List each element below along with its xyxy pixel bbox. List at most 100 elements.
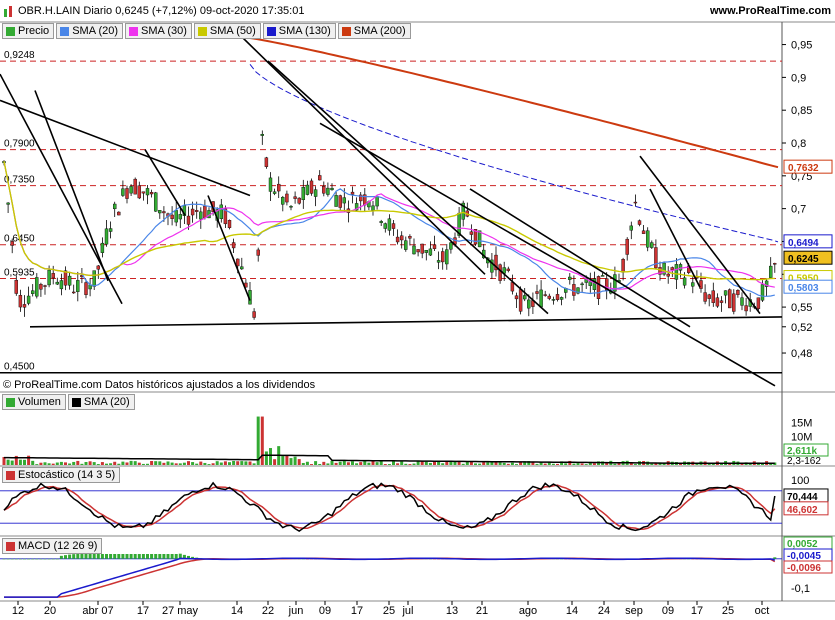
volume-bar bbox=[174, 463, 178, 465]
macd-histogram-bar bbox=[2, 558, 6, 560]
macd-tag-label: 0,0052 bbox=[787, 539, 818, 550]
volume-bar bbox=[141, 463, 145, 465]
candle-body bbox=[309, 180, 314, 194]
volume-bar bbox=[433, 461, 436, 465]
volume-bar bbox=[396, 463, 400, 465]
volume-bar bbox=[404, 463, 408, 465]
candle-body bbox=[322, 186, 326, 194]
volume-bar bbox=[133, 461, 137, 465]
candle-body bbox=[277, 183, 281, 192]
macd-tag-label: -0,0096 bbox=[787, 563, 821, 574]
volume-bar bbox=[510, 462, 514, 465]
candle-body bbox=[170, 214, 174, 219]
candle-body bbox=[670, 267, 674, 271]
legend-label: SMA (130) bbox=[278, 25, 331, 37]
candle-body bbox=[547, 295, 551, 299]
volume-bar bbox=[371, 460, 375, 465]
volume-bar bbox=[416, 461, 420, 465]
volume-bar bbox=[64, 462, 67, 465]
legend-swatch bbox=[341, 26, 351, 36]
stochastic-tag-label: 46,602 bbox=[787, 505, 818, 516]
candle-body bbox=[359, 194, 363, 202]
volume-bar bbox=[35, 464, 39, 465]
volume-bar bbox=[486, 462, 490, 465]
candle-body bbox=[231, 242, 236, 249]
volume-bar bbox=[728, 463, 732, 465]
trend-line bbox=[34, 90, 109, 282]
candle-body bbox=[190, 208, 195, 216]
candle-body bbox=[543, 294, 547, 296]
macd-histogram-bar bbox=[47, 558, 51, 560]
level-label: 0,4500 bbox=[4, 362, 35, 373]
y-tick-label: 0,9 bbox=[791, 72, 806, 84]
candle-body bbox=[203, 206, 207, 219]
volume-bar bbox=[547, 462, 551, 465]
candle-body bbox=[404, 240, 408, 250]
price-tag-label: 0,5950 bbox=[788, 274, 819, 285]
volume-bar bbox=[543, 463, 547, 465]
level-label: 0,7900 bbox=[4, 139, 35, 150]
candle-body bbox=[350, 191, 355, 195]
volume-bar bbox=[240, 461, 244, 465]
x-tick-label: sep bbox=[625, 605, 643, 617]
legend-item-sma-20-[interactable]: SMA (20) bbox=[67, 394, 135, 410]
volume-bar bbox=[269, 448, 272, 465]
legend-item-estoc-stico-14-3-5-[interactable]: Estocástico (14 3 5) bbox=[2, 467, 121, 483]
volume-bar bbox=[43, 462, 47, 465]
candle-body bbox=[678, 264, 683, 271]
candle-body bbox=[117, 211, 121, 216]
macd-histogram-bar bbox=[146, 554, 149, 559]
legend-item-volumen[interactable]: Volumen bbox=[2, 394, 66, 410]
candle-body bbox=[133, 178, 137, 195]
candle-body bbox=[420, 243, 424, 254]
candle-body bbox=[22, 304, 27, 308]
site-link[interactable]: www.ProRealTime.com bbox=[709, 5, 831, 17]
legend-label: SMA (20) bbox=[83, 396, 130, 408]
legend-item-sma-200-[interactable]: SMA (200) bbox=[337, 23, 411, 39]
legend-item-sma-20-[interactable]: SMA (20) bbox=[56, 23, 124, 39]
candle-body bbox=[305, 184, 310, 195]
sma-50-line bbox=[3, 161, 775, 281]
candle-body bbox=[162, 211, 166, 214]
volume-bar bbox=[490, 462, 494, 465]
volume-bar bbox=[560, 461, 564, 465]
candle-body bbox=[10, 241, 14, 246]
candle-body bbox=[769, 265, 773, 278]
candle-body bbox=[436, 260, 441, 263]
macd-histogram-bar bbox=[113, 554, 117, 559]
y-tick-label: 0,7 bbox=[791, 204, 806, 216]
chart-title: OBR.H.LAIN Diario 0,6245 (+7,12%) 09-oct… bbox=[18, 5, 305, 17]
volume-bar bbox=[88, 461, 92, 465]
candle-body bbox=[55, 281, 59, 285]
volume-bar bbox=[342, 461, 346, 465]
candle-body bbox=[654, 247, 658, 269]
candle-body bbox=[137, 185, 142, 199]
volume-bar bbox=[449, 461, 453, 465]
candle-body bbox=[641, 230, 646, 234]
x-tick-label: 24 bbox=[598, 605, 610, 617]
candle-body bbox=[551, 299, 556, 301]
macd-histogram-bar bbox=[92, 554, 96, 559]
volume-bar bbox=[469, 461, 473, 465]
volume-bar bbox=[113, 461, 117, 465]
candle-body bbox=[432, 244, 437, 249]
candle-body bbox=[510, 282, 515, 292]
candle-body bbox=[494, 254, 498, 271]
volume-bar bbox=[51, 463, 55, 465]
legend-item-sma-50-[interactable]: SMA (50) bbox=[193, 23, 261, 39]
macd-histogram-bar bbox=[14, 558, 18, 560]
candle-body bbox=[428, 248, 433, 256]
legend-item-macd-12-26-9-[interactable]: MACD (12 26 9) bbox=[2, 538, 103, 554]
legend-item-precio[interactable]: Precio bbox=[2, 23, 55, 39]
legend-item-sma-30-[interactable]: SMA (30) bbox=[125, 23, 192, 39]
legend-item-sma-130-[interactable]: SMA (130) bbox=[262, 23, 336, 39]
volume-bar bbox=[695, 463, 699, 465]
trend-line bbox=[29, 316, 783, 328]
candle-body bbox=[43, 285, 47, 287]
candle-body bbox=[256, 249, 260, 256]
macd-histogram-bar bbox=[88, 553, 92, 559]
macd-histogram-bar bbox=[31, 558, 35, 560]
trend-line bbox=[469, 188, 691, 328]
sma-20-line bbox=[3, 161, 775, 297]
